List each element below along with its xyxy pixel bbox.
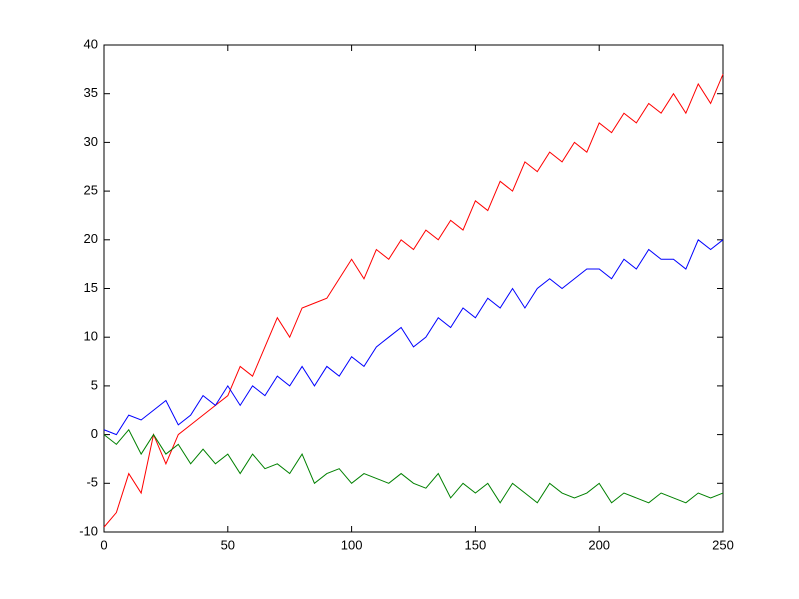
x-tick-label: 100 [341,537,363,552]
y-tick-label: 25 [84,183,98,198]
y-tick-label: -5 [86,475,98,490]
series-line [103,74,724,528]
y-tick-label: 15 [84,280,98,295]
series-line [103,239,724,436]
x-tick-label: 150 [465,537,487,552]
y-tick-label: 5 [91,377,98,392]
y-tick-label: 0 [91,426,98,441]
y-tick-label: 40 [84,36,98,51]
x-tick-label: 200 [588,537,610,552]
x-tick-label: 250 [712,537,734,552]
y-tick-label: 30 [84,134,98,149]
plot-frame [103,44,724,533]
x-tick-label: 50 [221,537,235,552]
y-tick-label: 20 [84,231,98,246]
y-tick-label: 10 [84,329,98,344]
y-tick-label: 35 [84,85,98,100]
y-tick-label: -10 [79,523,98,538]
series-line [103,428,724,504]
x-tick-label: 0 [100,537,107,552]
